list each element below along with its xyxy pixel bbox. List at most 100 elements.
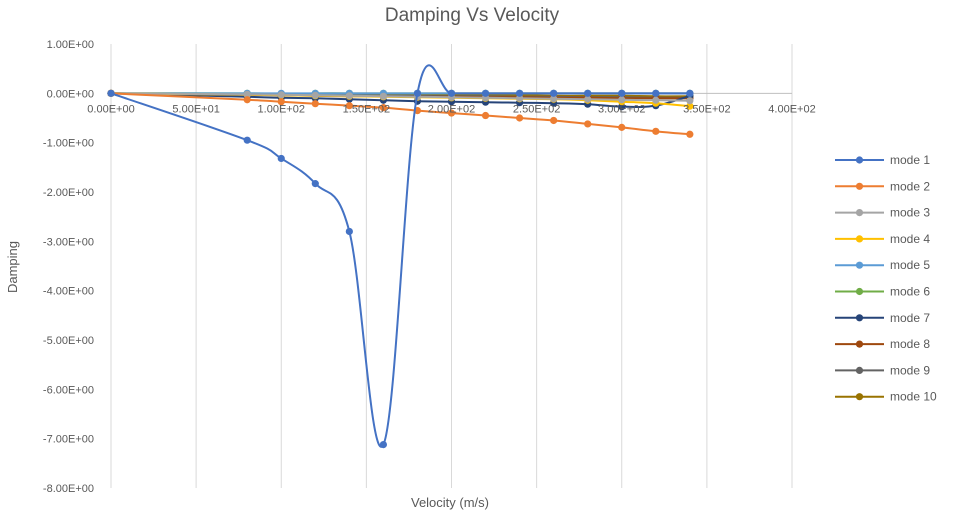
data-point-mode-2 (345, 102, 353, 110)
data-point-mode-1 (277, 154, 285, 163)
data-point-mode-1 (107, 89, 115, 97)
x-tick-label: 2.00E+02 (428, 103, 475, 115)
legend: mode 1 mode 2 mode 3 mode 4 mode 5 mode 6 mode… (835, 153, 937, 404)
legend-label: mode 4 (890, 232, 930, 246)
legend-label: mode 8 (890, 337, 930, 351)
legend-label: mode 1 (890, 153, 930, 167)
legend-label: mode 10 (890, 390, 937, 404)
data-point-mode-3 (686, 97, 694, 105)
legend-swatch-marker (855, 209, 864, 217)
legend-item-mode-5: mode 5 (835, 258, 930, 272)
chart-title: Damping Vs Velocity (385, 5, 560, 26)
data-point-mode-1 (413, 89, 422, 97)
legend-swatch-marker (855, 393, 864, 401)
legend-item-mode-10: mode 10 (835, 390, 937, 404)
legend-label: mode 3 (890, 206, 930, 220)
data-point-mode-3 (345, 92, 353, 100)
x-tick-label: 1.50E+02 (343, 103, 390, 115)
x-tick-label: 0.00E+00 (87, 103, 134, 115)
legend-item-mode-2: mode 2 (835, 179, 930, 193)
data-point-mode-2 (379, 104, 387, 112)
x-tick-label: 3.50E+02 (683, 103, 730, 115)
legend-item-mode-1: mode 1 (835, 153, 930, 167)
x-tick-label: 1.00E+02 (258, 103, 305, 115)
x-tick-label: 4.00E+02 (768, 103, 815, 115)
data-point-mode-7 (618, 103, 626, 111)
legend-label: mode 9 (890, 363, 930, 377)
data-point-mode-3 (379, 92, 387, 100)
data-point-mode-1 (652, 89, 660, 97)
legend-item-mode-8: mode 8 (835, 337, 930, 351)
data-point-mode-3 (618, 96, 626, 104)
series-mode-3 (107, 89, 694, 105)
legend-swatch-marker (855, 261, 864, 269)
data-point-mode-3 (652, 96, 660, 104)
data-point-mode-1 (345, 227, 353, 236)
y-tick-label: -6.00E+00 (43, 384, 94, 396)
legend-swatch-marker (855, 235, 864, 243)
series-mode-1 (107, 64, 694, 449)
x-tick-label: 3.00E+02 (598, 103, 645, 115)
grid (195, 44, 793, 488)
data-point-mode-3 (311, 91, 319, 99)
y-tick-label: -8.00E+00 (43, 483, 94, 495)
data-point-mode-1 (311, 180, 319, 188)
x-tick-label: 2.50E+02 (513, 103, 560, 115)
data-point-mode-1 (447, 89, 456, 97)
data-point-mode-2 (243, 96, 251, 104)
y-tick-label: -5.00E+00 (43, 335, 94, 347)
data-point-mode-2 (652, 127, 660, 135)
data-point-mode-3 (584, 95, 592, 103)
data-point-mode-2 (481, 111, 490, 120)
y-tick-label: -3.00E+00 (43, 236, 94, 248)
data-point-mode-3 (243, 90, 251, 98)
legend-item-mode-9: mode 9 (835, 363, 930, 377)
data-point-mode-2 (277, 98, 285, 106)
data-point-mode-2 (686, 130, 694, 138)
legend-label: mode 6 (890, 285, 930, 299)
data-point-mode-1 (686, 89, 694, 97)
data-point-mode-3 (516, 94, 524, 102)
y-tick-label: 1.00E+00 (47, 39, 94, 51)
data-point-mode-2 (311, 100, 319, 108)
legend-label: mode 5 (890, 258, 930, 272)
legend-item-mode-6: mode 6 (835, 285, 930, 299)
x-axis-title: Velocity (m/s) (411, 495, 489, 510)
data-point-mode-1 (481, 89, 490, 97)
legend-label: mode 7 (890, 311, 930, 325)
data-point-mode-2 (516, 114, 524, 122)
y-tick-label: -1.00E+00 (43, 138, 94, 150)
series-line-mode-1 (110, 64, 690, 448)
data-point-mode-4 (686, 102, 694, 110)
legend-label: mode 2 (890, 179, 930, 193)
legend-item-mode-4: mode 4 (835, 232, 930, 246)
data-point-mode-3 (550, 95, 558, 103)
y-tick-label: -4.00E+00 (43, 286, 94, 298)
y-tick-label: -7.00E+00 (43, 434, 94, 446)
data-point-mode-2 (550, 116, 558, 125)
data-point-mode-2 (618, 123, 626, 131)
y-tick-label: 0.00E+00 (47, 88, 94, 100)
x-tick-label: 5.00E+01 (172, 103, 219, 115)
legend-swatch-marker (855, 314, 864, 322)
data-point-mode-2 (447, 109, 456, 117)
data-point-mode-1 (618, 89, 626, 97)
legend-swatch-marker (855, 182, 864, 190)
legend-swatch-marker (855, 287, 864, 296)
data-point-mode-1 (243, 136, 251, 144)
y-axis-title: Damping (5, 241, 20, 293)
legend-item-mode-7: mode 7 (835, 311, 930, 325)
series-group (107, 64, 694, 449)
data-point-mode-1 (550, 89, 558, 97)
tick-labels: 1.00E+00 0.00E+00 -1.00E+00 -2.00E+00 -3.00E… (43, 39, 816, 495)
legend-swatch-marker (855, 366, 864, 374)
data-point-mode-1 (379, 440, 387, 449)
legend-swatch-marker (855, 156, 864, 164)
data-point-mode-1 (584, 89, 592, 97)
legend-swatch-marker (855, 340, 864, 348)
y-tick-label: -2.00E+00 (43, 187, 94, 199)
data-point-mode-1 (516, 89, 524, 97)
data-point-mode-3 (277, 91, 285, 99)
